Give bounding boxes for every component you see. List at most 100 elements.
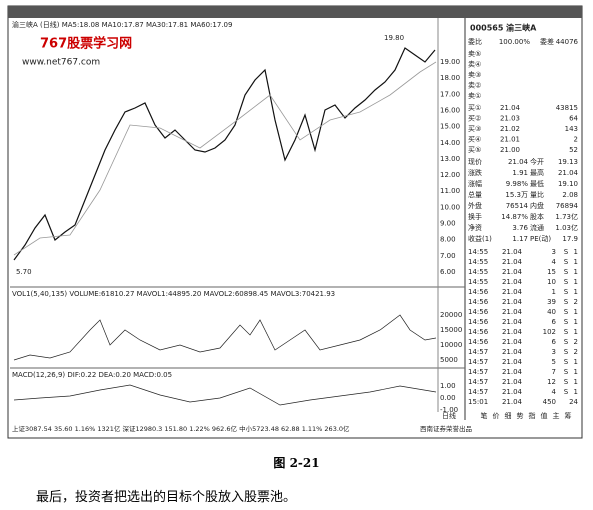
volume-axis-label: 15000 [440, 326, 462, 334]
trade-row: 1 [574, 308, 578, 316]
quote-row: 19.13 [558, 158, 578, 166]
quote-row: 换手 [468, 212, 482, 221]
ask-row: 卖② [468, 82, 481, 90]
price-axis-label: 11.00 [440, 187, 460, 195]
quote-row: 1.17 [512, 235, 528, 243]
quote-row: 3.76 [512, 224, 528, 232]
quote-row: 量比 [530, 190, 544, 199]
trade-row: 3 [552, 248, 556, 256]
macd-axis-label: -1.00 [440, 406, 458, 414]
trade-row: 2 [574, 338, 578, 346]
trade-row: 14:56 [468, 328, 489, 336]
order-ratio: 委差 [540, 37, 554, 46]
price-axis-label: 13.00 [440, 155, 460, 163]
trade-row: 14:57 [468, 358, 488, 366]
panel-tab[interactable]: 笔 [481, 411, 488, 420]
price-axis-label: 7.00 [440, 252, 456, 260]
body-text: 最后，投资者把选出的目标个股放入股票池。 [36, 490, 297, 505]
high-note: 19.80 [384, 34, 404, 42]
panel-tab[interactable]: 筹 [565, 411, 572, 420]
order-ratio: 44076 [556, 38, 579, 46]
trade-row: 450 [543, 398, 556, 406]
price-axis-label: 17.00 [440, 90, 460, 98]
bid-row: 21.04 [500, 104, 521, 112]
trade-row: 1 [574, 328, 578, 336]
price-axis-label: 10.00 [440, 203, 460, 211]
frame [7, 5, 583, 439]
quote-row: 外盘 [468, 201, 482, 210]
trade-row: 12 [547, 378, 556, 386]
trade-row: S [564, 378, 569, 386]
price-axis-label: 19.00 [440, 58, 460, 66]
menu-bar [8, 6, 582, 18]
panel-tab[interactable]: 指 [529, 411, 536, 420]
price-axis-label: 12.00 [440, 171, 460, 179]
trade-row: 21.04 [502, 258, 523, 266]
panel-tab[interactable]: 值 [541, 411, 548, 420]
trade-row: 1 [574, 318, 578, 326]
bid-row: 143 [565, 125, 578, 133]
trade-row: S [564, 298, 569, 306]
trade-row: 14:56 [468, 288, 489, 296]
quote-row: 9.98% [506, 180, 529, 188]
trade-row: 21.04 [502, 318, 523, 326]
quote-row: 15.3万 [505, 191, 528, 199]
trade-row: 1 [574, 248, 578, 256]
trade-row: 15 [547, 268, 556, 276]
trade-row: 24 [569, 398, 578, 406]
quote-row: 14.87% [501, 213, 528, 221]
trade-row: 21.04 [502, 368, 523, 376]
panel-tab[interactable]: 势 [517, 411, 524, 420]
panel-tab[interactable]: 价 [493, 412, 500, 420]
trade-row: 40 [547, 308, 556, 316]
status-brand: 西南证券荣誉出品 [420, 424, 472, 433]
quote-row: 19.10 [558, 180, 578, 188]
quote-row: 1.91 [512, 169, 528, 177]
macd-axis-label: 1.00 [440, 382, 456, 390]
quote-row: 净资 [468, 223, 482, 232]
quote-row: 现价 [468, 158, 482, 166]
bid-row: 买② [468, 115, 481, 123]
bid-row: 21.02 [500, 125, 520, 133]
trade-row: 10 [547, 278, 556, 286]
trade-row: 102 [543, 328, 556, 336]
trade-row: 1 [574, 258, 578, 266]
ask-row: 卖③ [468, 71, 481, 79]
price-axis-label: 8.00 [440, 236, 456, 244]
bid-row: 43815 [556, 104, 578, 112]
trade-row: 1 [574, 358, 578, 366]
quote-row: 21.04 [558, 169, 579, 177]
trade-row: S [564, 328, 569, 336]
panel-tab[interactable]: 细 [505, 411, 512, 420]
trade-row: 21.04 [502, 348, 523, 356]
trade-row: 4 [552, 388, 557, 396]
quote-row: 17.9 [562, 235, 578, 243]
bid-row: 21.00 [500, 146, 520, 154]
price-line [13, 47, 436, 261]
quote-row: 涨幅 [468, 179, 482, 188]
status-bar: 上证3087.54 35.60 1.16% 1321亿 深证12980.3 15… [12, 424, 350, 433]
trade-row: 21.04 [502, 248, 523, 256]
trade-row: S [564, 288, 569, 296]
watermark-url: www.net767.com [22, 58, 100, 68]
trade-row: S [564, 278, 569, 286]
trade-row: 21.04 [502, 288, 523, 296]
trade-row: S [564, 248, 569, 256]
trade-row: 14:57 [468, 348, 488, 356]
bid-row: 2 [574, 136, 578, 144]
quote-row: 76894 [556, 202, 579, 210]
trade-row: 21.04 [502, 328, 523, 336]
macd-axis-label: 0.00 [440, 394, 456, 402]
trade-row: 15:01 [468, 398, 488, 406]
chart-header: 渝三峡A (日线) MA5:18.08 MA10:17.87 MA30:17.8… [12, 20, 232, 29]
quote-row: 今开 [530, 157, 544, 166]
ask-row: 卖④ [468, 61, 481, 69]
trade-row: 21.04 [502, 388, 523, 396]
price-axis-label: 16.00 [440, 106, 460, 114]
trade-row: 6 [552, 318, 557, 326]
macd-line [13, 384, 437, 406]
bid-row: 买⑤ [468, 146, 481, 154]
trade-row: 21.04 [502, 338, 523, 346]
panel-tab[interactable]: 主 [553, 411, 560, 420]
caption: 图 2-21 [273, 456, 320, 470]
